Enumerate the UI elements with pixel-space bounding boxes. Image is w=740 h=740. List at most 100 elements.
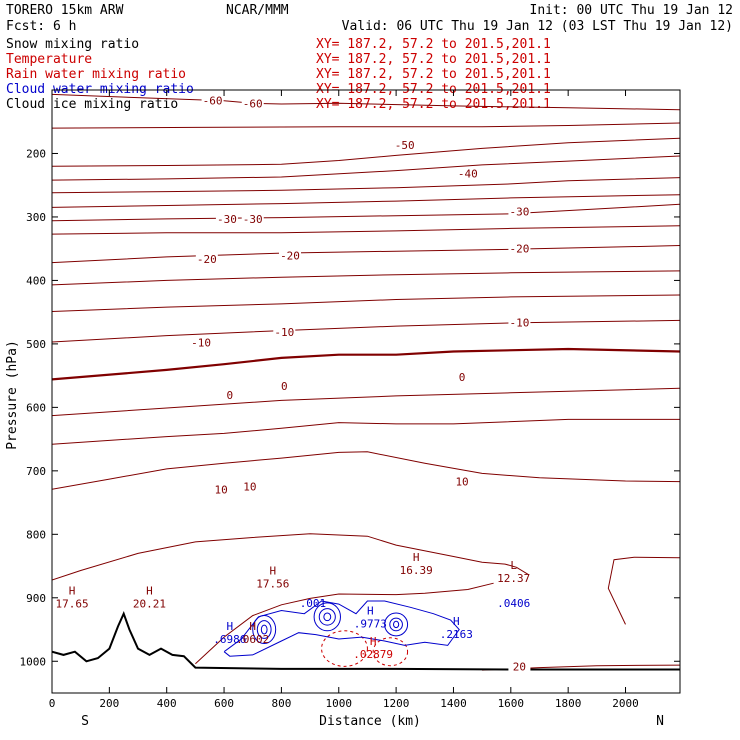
cloud-water-contour [313,602,341,632]
cloud-water-contour [252,615,277,644]
valid-label: Valid: 06 UTC Thu 19 Jan 12 (03 LST Thu … [342,19,733,34]
legend: Snow mixing ratio XY= 187.2, 57.2 to 201.… [6,37,551,112]
y-tick-label: 400 [26,274,46,287]
contour-label-bg [508,205,531,218]
isotherm-line [52,93,680,111]
contour-label: -20 [197,253,217,266]
model-label: TORERO 15km ARW [6,3,124,18]
header: TORERO 15km ARW NCAR/MMM Init: 00 UTC Th… [6,3,733,34]
contour-label-bg [218,388,241,401]
contour-label-bg [201,94,224,107]
x-tick-label: 200 [99,697,119,710]
plot-frame [51,89,681,694]
contour-label-bg [508,316,531,329]
legend-entry-xy: XY= 187.2, 57.2 to 201.5,201.1 [316,37,551,52]
extremum-value: 12.37 [497,572,530,585]
rain-contour [372,637,409,667]
x-tick-label: 400 [157,697,177,710]
legend-entry-name: Snow mixing ratio [6,37,139,52]
isotherm-line [52,270,680,286]
contour-label: 0 [281,380,288,393]
contour-label-bg [241,97,264,110]
contour-label-bg [451,371,474,384]
extremum-symbol: H [69,584,76,597]
contour-label: -40 [458,167,478,180]
contour-label: -10 [191,336,211,349]
contour-label-bg [456,167,479,180]
isotherm-pocket [607,556,680,625]
x-tick-label: 1200 [383,697,410,710]
contour-label: 10 [243,480,256,493]
rain-contour [321,630,368,667]
contour-label: -30 [243,213,263,226]
x-tick-label: 2000 [612,697,639,710]
contour-label-bg [210,483,233,496]
cloud-water-contour [318,608,336,626]
y-tick-label: 300 [26,211,46,224]
x-tick-label: 800 [271,697,291,710]
north-label: N [656,714,664,729]
x-axis-label: Distance (km) [319,714,421,729]
cloud-water-contour [393,620,400,629]
contour-label: 10 [215,484,228,497]
contour-label: -30 [217,213,237,226]
contour-label: -20 [280,249,300,262]
contour-label: 10 [455,475,468,488]
isotherm-line [52,387,680,417]
extremum-symbol: H [269,565,276,578]
isotherm-line [52,347,680,381]
y-axis-label: Pressure (hPa) [5,340,20,450]
contour-label-bg [508,242,531,255]
extremum-symbol: H [413,551,420,564]
isotherm-line [195,582,494,665]
contour-label-bg [451,475,474,488]
extremum-symbol: H [453,615,460,628]
extremum-value: .9773 [354,618,387,631]
center-label: NCAR/MMM [226,3,289,18]
terrain-line [52,611,680,671]
extremum-value: .02879 [353,648,393,661]
isotherm-line [52,451,680,490]
isotherm-line [52,203,680,222]
x-tick-label: 600 [214,697,234,710]
isotherm-line [52,177,680,194]
legend-entry-name: Temperature [6,52,92,67]
y-tick-label: 200 [26,147,46,160]
isotherm-line [52,155,680,181]
extremum-value: 17.56 [256,578,289,591]
contour-label-bg [273,326,296,339]
legend-entry-name: Rain water mixing ratio [6,67,186,82]
isotherm-line [52,137,680,167]
isotherm-line [52,319,680,343]
extremum-symbol: H [226,620,233,633]
cloud-water-contour [323,612,332,622]
contour-label-bg [195,253,218,266]
contour-label: -30 [509,206,529,219]
extremum-symbol: H [367,605,374,618]
cloud-water-contour [384,612,409,637]
extremum-value: 20.21 [133,597,166,610]
extremum-value: .6986 [213,633,246,646]
isotherm-line [52,418,680,445]
cloud-water-outline [223,600,460,657]
contour-label-bg [393,138,416,151]
contour-label-bg [215,213,238,226]
extremum-value: 16.39 [400,564,433,577]
isotherm-line [52,294,680,312]
contour-label: 0 [459,371,466,384]
y-tick-label: 900 [26,592,46,605]
contour-label-bg [273,380,296,393]
extremum-value: .0602 [236,633,269,646]
isotherm-line [52,533,529,581]
extremum-symbol: H [146,584,153,597]
cloud-water-contour [389,617,403,632]
extremum-symbol: L [510,559,517,572]
init-label: Init: 00 UTC Thu 19 Jan 12 [530,3,734,18]
cloud-water-contour [256,620,272,639]
contour-label: 20 [513,661,526,674]
plot-area: -60 -60 -50 -40 -30 -30 -30 -20 -20 -20 -10 -10 -10 0… [52,93,680,674]
contour-label-bg [508,660,531,673]
y-tick-label: 600 [26,401,46,414]
